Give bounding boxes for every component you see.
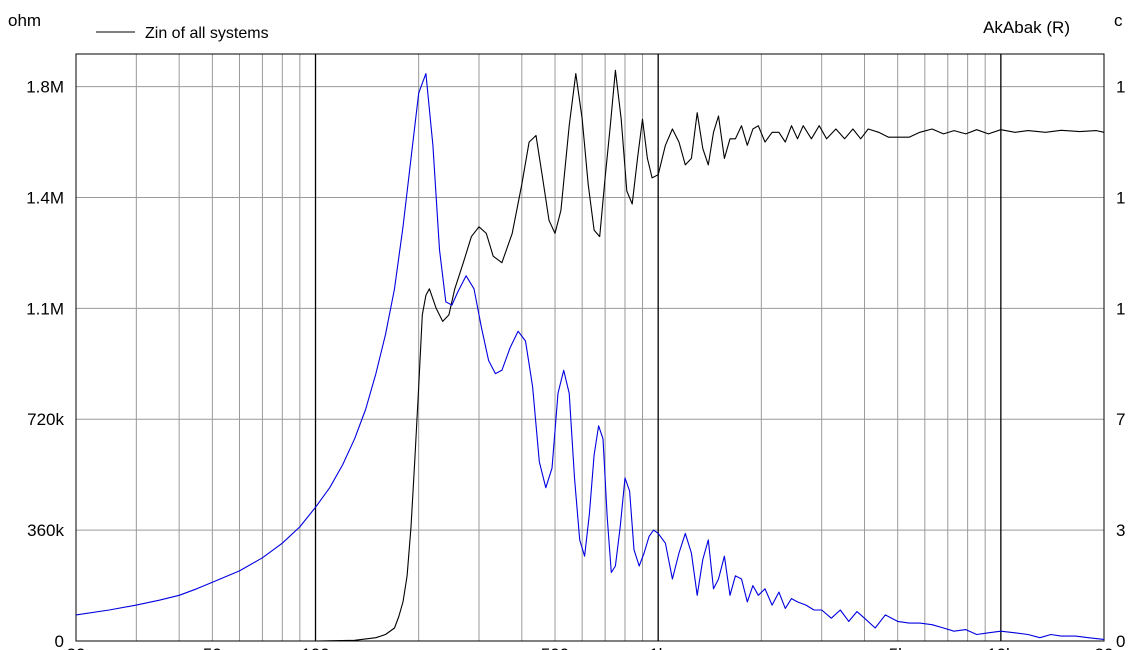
y-axis-unit-left: ohm [8,11,41,30]
minor-grid [76,54,1104,642]
x-tick-label: 20 [1095,645,1114,650]
series-line-blue [75,73,1105,640]
x-tick-label: 1k [649,645,667,650]
x-tick-label: 50 [203,645,222,650]
x-tick-label: 100 [301,645,329,650]
x-tick-label: 10k [987,645,1015,650]
y-tick-label: 0 [55,632,64,650]
y-right-tick-label: 7 [1116,410,1125,429]
y-right-tick-label: 1 [1116,78,1125,97]
y-tick-label: 1.8M [26,78,64,97]
y-tick-label: 1.1M [26,299,64,318]
x-tick-label: 20 [67,645,86,650]
x-tick-labels: 20 50 100 500 1k 5k 10k 20 [67,645,1114,650]
y-right-tick-label: 1 [1116,188,1125,207]
y-tick-labels: 0 360k 720k 1.1M 1.4M 1.8M [26,78,64,650]
plot-frame [75,53,1105,642]
legend: Zin of all systems [96,25,269,42]
y-right-tick-label: 1 [1116,299,1125,318]
series-line-zin [76,69,1105,642]
y-right-tick-label: 3 [1116,521,1125,540]
x-tick-label: 5k [889,645,907,650]
y-axis-unit-right: c [1114,11,1123,30]
y-tick-label: 720k [27,410,64,429]
brand-label: AkAbak (R) [983,18,1070,37]
y-tick-label: 1.4M [26,188,64,207]
series-group [75,69,1105,642]
major-grid [314,54,1002,641]
legend-label: Zin of all systems [145,25,269,42]
y-tick-label: 360k [27,521,64,540]
x-tick-label: 500 [541,645,569,650]
y-right-tick-label: 0 [1116,632,1125,650]
